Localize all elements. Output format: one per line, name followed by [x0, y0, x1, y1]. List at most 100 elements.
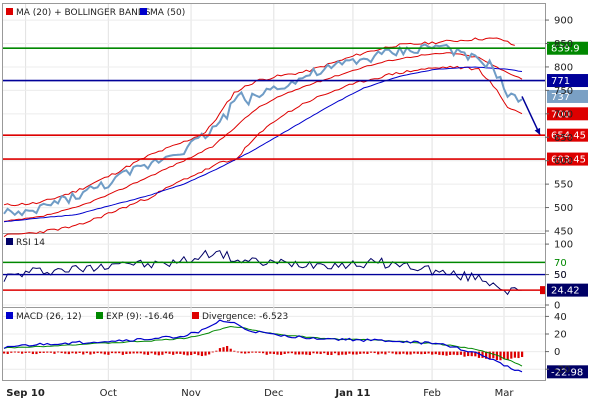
y-tick-label-0-1: 500	[554, 203, 573, 214]
y-tick-label-0-0: 450	[554, 227, 573, 238]
rsi-line	[3, 249, 523, 296]
month-label-4: Jan 11	[334, 388, 370, 399]
divergence-bar-118	[427, 351, 430, 354]
divergence-bar-78	[283, 351, 286, 354]
divergence-bar-96	[348, 351, 351, 354]
price-level-label-1-text: 771	[551, 76, 570, 87]
divergence-bar-12	[46, 351, 49, 353]
divergence-bar-64	[233, 350, 236, 352]
divergence-bar-69	[251, 351, 254, 353]
rsi-last-label-text: 24.42	[551, 286, 580, 297]
y-tick-label-0-9: 900	[554, 16, 573, 27]
divergence-bar-25	[92, 351, 96, 354]
price-level-label-3-box	[547, 152, 588, 166]
price-value-label-1-box	[547, 107, 588, 121]
divergence-bar-16	[60, 351, 63, 354]
divergence-bar-93	[337, 351, 340, 356]
divergence-bar-39	[143, 351, 146, 355]
price-line	[3, 43, 523, 217]
divergence-bar-106	[384, 351, 387, 355]
divergence-bar-51	[186, 351, 189, 356]
divergence-bar-56	[204, 351, 207, 356]
divergence-bar-35	[128, 351, 132, 354]
divergence-bar-63	[229, 348, 232, 352]
price-level-label-0-text: 839.9	[551, 44, 580, 55]
divergence-bar-3	[13, 351, 16, 353]
y-tick-label-1-2: 100	[554, 240, 573, 251]
divergence-bar-124	[449, 351, 452, 355]
divergence-bar-67	[244, 351, 247, 354]
legend-swatch-ma20	[6, 8, 13, 15]
divergence-bar-41	[150, 351, 153, 354]
divergence-bar-114	[413, 351, 416, 354]
divergence-bar-84	[305, 351, 308, 355]
ma20-line	[3, 52, 523, 222]
divergence-bar-40	[146, 351, 150, 355]
divergence-bar-141	[510, 351, 513, 359]
legend-exp-label: EXP (9): -16.46	[106, 312, 174, 322]
divergence-bar-4	[17, 351, 20, 353]
divergence-bar-90	[326, 351, 329, 355]
divergence-bar-72	[262, 351, 265, 354]
divergence-bar-123	[445, 351, 448, 356]
y-tick-label-1-0: 0	[554, 301, 560, 312]
divergence-bar-143	[517, 351, 520, 359]
price-level-label-3-text: 603.45	[551, 155, 586, 166]
rsi-last-label-box	[547, 283, 588, 297]
divergence-bar-111	[402, 351, 405, 354]
divergence-bar-66	[240, 351, 243, 354]
divergence-bar-13	[49, 351, 52, 353]
legend-swatch-rsi	[6, 238, 13, 245]
divergence-bar-57	[208, 351, 211, 355]
y-tick-label-0-2: 550	[554, 180, 573, 191]
price-value-label-1-text: 700	[551, 109, 570, 120]
divergence-bar-116	[420, 351, 423, 355]
divergence-bar-42	[154, 351, 157, 355]
divergence-bar-134	[485, 351, 488, 359]
month-label-0: Sep 10	[6, 388, 45, 399]
divergence-bar-27	[100, 351, 103, 354]
divergence-bar-110	[398, 351, 401, 355]
divergence-bar-142	[513, 351, 517, 358]
legend-ma20-label: MA (20) + BOLLINGER BANDS	[16, 8, 151, 18]
price-level-label-2-text: 654.45	[551, 131, 586, 142]
divergence-bar-132	[477, 351, 481, 358]
price-level-label-1-box	[547, 74, 588, 88]
divergence-bar-137	[495, 351, 499, 360]
divergence-bar-81	[294, 351, 297, 355]
divergence-bar-62	[226, 345, 229, 352]
month-label-6: Mar	[495, 388, 515, 399]
divergence-bar-14	[53, 351, 56, 354]
y-tick-label-2-3: 40	[554, 312, 567, 323]
divergence-bar-29	[107, 351, 110, 355]
divergence-bar-15	[56, 351, 60, 353]
y-tick-label-2-1: 0	[554, 347, 560, 358]
divergence-bar-30	[110, 351, 114, 354]
divergence-bar-95	[344, 351, 347, 355]
divergence-bar-33	[121, 351, 124, 355]
y-tick-label-0-5: 700	[554, 109, 573, 120]
divergence-bar-18	[67, 351, 70, 355]
y-tick-label-0-6: 750	[554, 86, 573, 97]
divergence-bar-2	[10, 351, 13, 353]
divergence-bar-48	[175, 351, 178, 354]
divergence-bar-89	[323, 351, 326, 354]
bollinger-lower-line	[3, 65, 523, 238]
projection-arrow-head	[534, 127, 541, 135]
divergence-bar-24	[89, 351, 92, 355]
month-label-5: Feb	[423, 388, 441, 399]
divergence-bar-97	[351, 351, 355, 355]
divergence-bar-32	[118, 351, 121, 354]
divergence-bar-140	[506, 351, 509, 360]
divergence-bar-75	[272, 351, 275, 355]
price-value-label-0-box	[547, 89, 588, 103]
divergence-bar-120	[434, 351, 437, 355]
rsi-level-label-0: 70	[554, 258, 567, 269]
divergence-bar-23	[85, 351, 88, 354]
divergence-bar-139	[503, 351, 506, 359]
level-layer	[3, 47, 545, 291]
price-level-label-0-box	[547, 41, 588, 55]
legend-ma50-label: MA (50)	[150, 8, 185, 18]
divergence-bar-129	[467, 351, 470, 357]
divergence-bar-127	[459, 351, 463, 355]
